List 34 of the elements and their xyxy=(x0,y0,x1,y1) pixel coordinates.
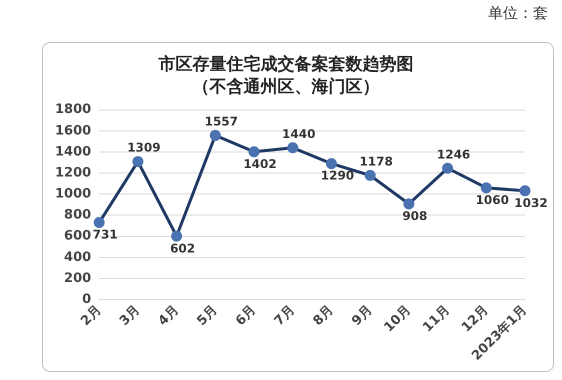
chart-subtitle: （不含通州区、海门区） xyxy=(192,77,380,98)
x-tick-label: 12月 xyxy=(458,302,492,336)
y-tick-label: 1200 xyxy=(54,165,92,180)
x-tick-label: 11月 xyxy=(420,302,453,336)
y-tick-label: 800 xyxy=(64,208,92,223)
x-tick-label: 8月 xyxy=(310,302,337,329)
x-tick-label: 6月 xyxy=(233,302,260,329)
data-label: 1557 xyxy=(204,114,238,129)
data-label: 1309 xyxy=(127,140,161,155)
y-tick-label: 400 xyxy=(64,250,92,265)
data-label: 731 xyxy=(92,228,118,242)
y-tick-label: 200 xyxy=(64,270,92,286)
y-tick-label: 1400 xyxy=(54,144,92,160)
data-label: 1032 xyxy=(514,196,548,210)
data-label: 908 xyxy=(402,208,428,223)
data-label: 1178 xyxy=(359,154,393,169)
data-label: 1440 xyxy=(282,126,316,141)
y-tick-label: 1800 xyxy=(54,102,92,118)
y-tick-label: 600 xyxy=(64,228,92,244)
data-label: 1402 xyxy=(243,156,277,171)
chart-title: 市区存量住宅成交备案套数趋势图 xyxy=(158,54,414,75)
x-tick-label: 4月 xyxy=(156,302,182,329)
data-label: 1060 xyxy=(476,192,509,207)
x-tick-label: 9月 xyxy=(349,302,376,329)
y-tick-label: 1600 xyxy=(54,123,92,138)
data-label: 602 xyxy=(170,241,196,256)
data-label: 1290 xyxy=(320,168,354,183)
text: 单位：套 xyxy=(488,4,548,23)
x-tick-label: 5月 xyxy=(194,302,221,329)
y-tick-label: 1000 xyxy=(54,186,92,202)
data-label: 1246 xyxy=(436,147,470,162)
x-tick-label: 7月 xyxy=(272,302,298,329)
x-tick-label: 10月 xyxy=(381,302,414,336)
x-tick-label: 3月 xyxy=(116,302,144,329)
